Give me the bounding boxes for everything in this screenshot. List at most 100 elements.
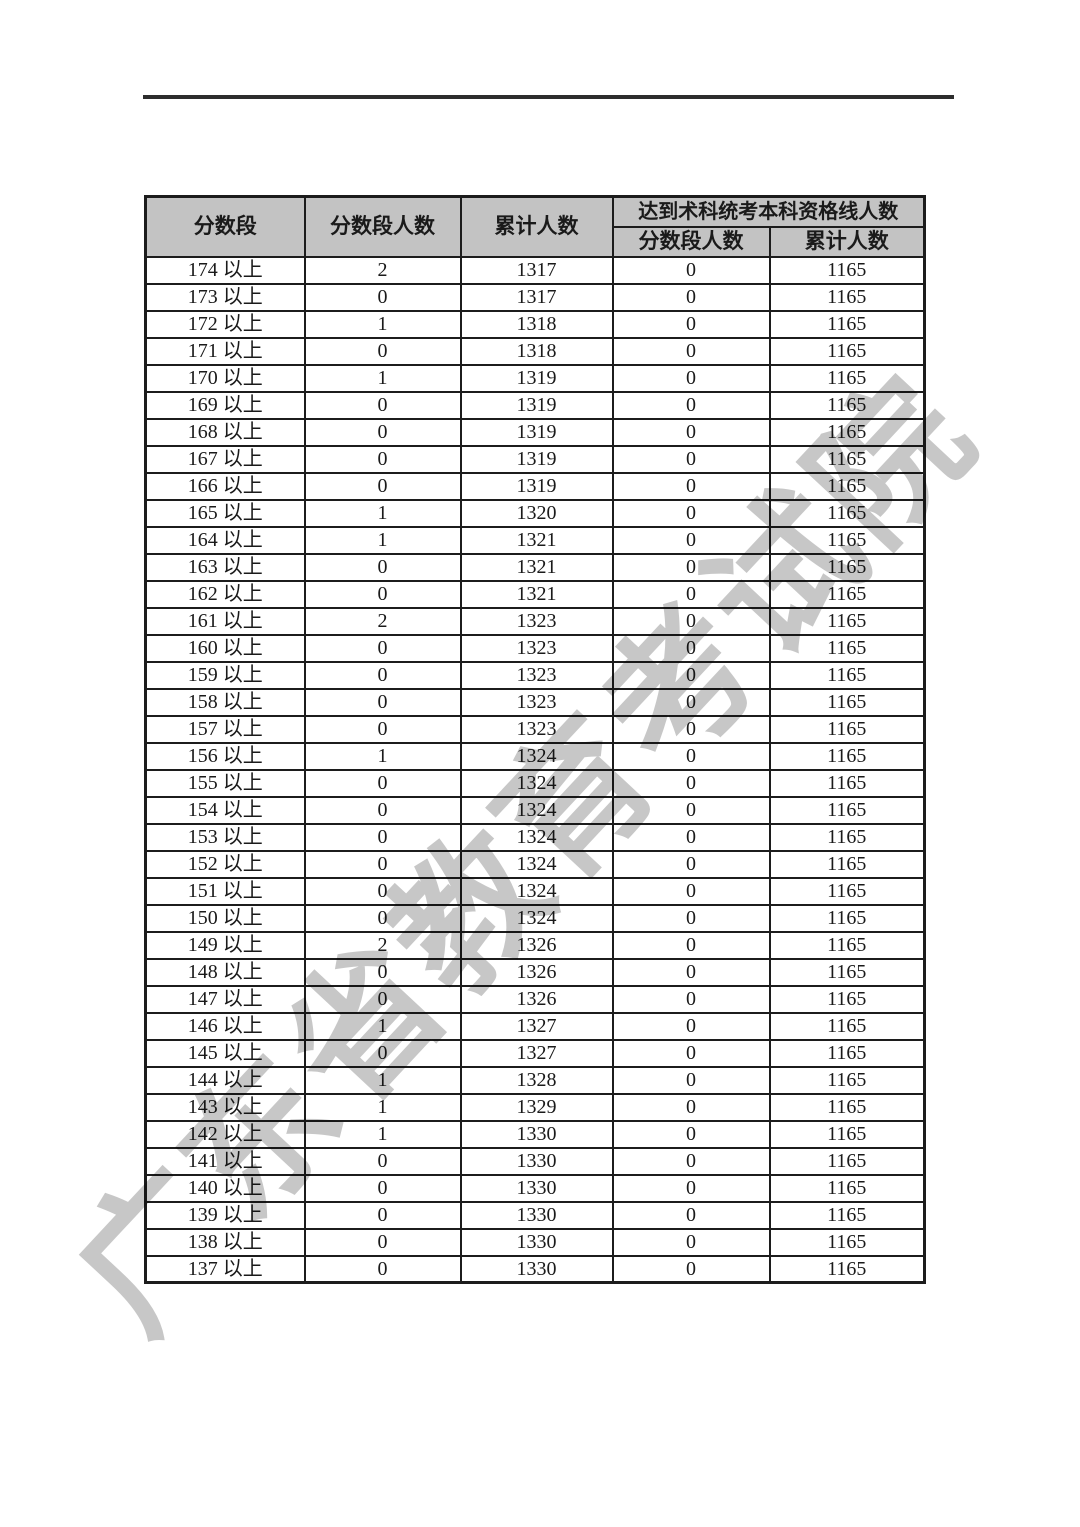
range-count-cell: 0 [303,1038,462,1068]
score-distribution-table: 分数段 分数段人数 累计人数 达到术科统考本科资格线人数 分数段人数 累计人数 … [144,195,926,1284]
score-range-cell: 149 以上 [144,930,306,960]
range-count-cell: 0 [303,714,462,744]
table-row: 154 以上 0 1324 0 1165 [144,795,926,825]
qualified-cumulative-cell: 1165 [768,363,926,393]
qualified-cumulative-cell: 1165 [768,822,926,852]
cumulative-count-cell: 1323 [459,660,614,690]
table-row: 141 以上 0 1330 0 1165 [144,1146,926,1176]
qualified-range-count-cell: 0 [611,1011,771,1041]
qualified-cumulative-cell: 1165 [768,552,926,582]
qualified-range-count-cell: 0 [611,1065,771,1095]
qualified-range-count-cell: 0 [611,309,771,339]
score-range-cell: 151 以上 [144,876,306,906]
qualified-cumulative-cell: 1165 [768,849,926,879]
cumulative-count-cell: 1330 [459,1227,614,1257]
qualified-cumulative-cell: 1165 [768,1146,926,1176]
qualified-range-count-cell: 0 [611,984,771,1014]
cumulative-count-cell: 1318 [459,309,614,339]
qualified-cumulative-cell: 1165 [768,255,926,285]
header-qualified-range-count: 分数段人数 [611,225,771,258]
cumulative-count-cell: 1320 [459,498,614,528]
score-range-cell: 144 以上 [144,1065,306,1095]
cumulative-count-cell: 1321 [459,579,614,609]
table-row: 167 以上 0 1319 0 1165 [144,444,926,474]
qualified-range-count-cell: 0 [611,579,771,609]
cumulative-count-cell: 1330 [459,1173,614,1203]
table-row: 137 以上 0 1330 0 1165 [144,1254,926,1284]
cumulative-count-cell: 1324 [459,822,614,852]
cumulative-count-cell: 1328 [459,1065,614,1095]
score-range-cell: 165 以上 [144,498,306,528]
table-row: 163 以上 0 1321 0 1165 [144,552,926,582]
score-range-cell: 164 以上 [144,525,306,555]
qualified-cumulative-cell: 1165 [768,309,926,339]
cumulative-count-cell: 1324 [459,849,614,879]
qualified-cumulative-cell: 1165 [768,1038,926,1068]
table-row: 147 以上 0 1326 0 1165 [144,984,926,1014]
table-row: 164 以上 1 1321 0 1165 [144,525,926,555]
qualified-range-count-cell: 0 [611,1146,771,1176]
range-count-cell: 0 [303,1200,462,1230]
qualified-range-count-cell: 0 [611,1200,771,1230]
table-row: 158 以上 0 1323 0 1165 [144,687,926,717]
score-range-cell: 143 以上 [144,1092,306,1122]
table-row: 157 以上 0 1323 0 1165 [144,714,926,744]
score-range-cell: 152 以上 [144,849,306,879]
cumulative-count-cell: 1324 [459,876,614,906]
qualified-range-count-cell: 0 [611,1119,771,1149]
cumulative-count-cell: 1324 [459,768,614,798]
range-count-cell: 0 [303,1146,462,1176]
range-count-cell: 1 [303,1092,462,1122]
score-range-cell: 172 以上 [144,309,306,339]
qualified-cumulative-cell: 1165 [768,903,926,933]
cumulative-count-cell: 1319 [459,363,614,393]
qualified-cumulative-cell: 1165 [768,498,926,528]
table-row: 138 以上 0 1330 0 1165 [144,1227,926,1257]
range-count-cell: 1 [303,1119,462,1149]
score-range-cell: 141 以上 [144,1146,306,1176]
cumulative-count-cell: 1323 [459,687,614,717]
qualified-range-count-cell: 0 [611,1173,771,1203]
header-range-count: 分数段人数 [303,195,462,258]
table-header: 分数段 分数段人数 累计人数 达到术科统考本科资格线人数 分数段人数 累计人数 [144,195,926,258]
score-range-cell: 162 以上 [144,579,306,609]
score-range-cell: 170 以上 [144,363,306,393]
qualified-range-count-cell: 0 [611,660,771,690]
range-count-cell: 0 [303,876,462,906]
header-score-range: 分数段 [144,195,306,258]
range-count-cell: 1 [303,498,462,528]
qualified-range-count-cell: 0 [611,282,771,312]
qualified-range-count-cell: 0 [611,417,771,447]
cumulative-count-cell: 1323 [459,606,614,636]
range-count-cell: 0 [303,579,462,609]
cumulative-count-cell: 1319 [459,417,614,447]
range-count-cell: 1 [303,309,462,339]
qualified-cumulative-cell: 1165 [768,1119,926,1149]
table-header-row-2: 分数段人数 累计人数 [146,225,926,258]
qualified-range-count-cell: 0 [611,795,771,825]
range-count-cell: 2 [303,606,462,636]
qualified-range-count-cell: 0 [611,633,771,663]
cumulative-count-cell: 1329 [459,1092,614,1122]
range-count-cell: 0 [303,444,462,474]
range-count-cell: 1 [303,741,462,771]
range-count-cell: 0 [303,282,462,312]
range-count-cell: 1 [303,363,462,393]
range-count-cell: 0 [303,687,462,717]
range-count-cell: 0 [303,984,462,1014]
header-qualified-line-group: 达到术科统考本科资格线人数 [611,195,926,228]
table-row: 152 以上 0 1324 0 1165 [144,849,926,879]
qualified-range-count-cell: 0 [611,1254,771,1284]
qualified-range-count-cell: 0 [611,903,771,933]
qualified-range-count-cell: 0 [611,687,771,717]
cumulative-count-cell: 1326 [459,984,614,1014]
qualified-range-count-cell: 0 [611,525,771,555]
range-count-cell: 0 [303,417,462,447]
score-range-cell: 140 以上 [144,1173,306,1203]
table-body: 174 以上 2 1317 0 1165 173 以上 0 1317 0 116… [144,255,926,1284]
qualified-cumulative-cell: 1165 [768,606,926,636]
cumulative-count-cell: 1330 [459,1254,614,1284]
range-count-cell: 1 [303,1011,462,1041]
qualified-cumulative-cell: 1165 [768,525,926,555]
table-row: 149 以上 2 1326 0 1165 [144,930,926,960]
